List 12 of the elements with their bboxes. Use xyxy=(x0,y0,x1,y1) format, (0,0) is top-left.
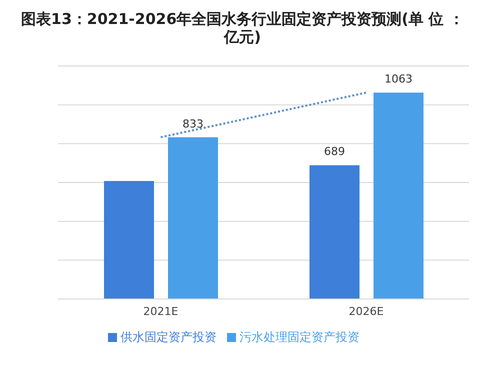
legend-label: 供水固定资产投资 xyxy=(120,330,216,344)
data-label: 1063 xyxy=(384,72,412,86)
data-label: 689 xyxy=(324,145,345,158)
data-label: 833 xyxy=(182,117,204,130)
legend-label: 污水处理固定资产投资 xyxy=(240,330,360,344)
bar xyxy=(104,180,154,299)
bar xyxy=(310,165,360,299)
x-tick-label: 2021E xyxy=(143,304,178,318)
bar xyxy=(168,137,218,299)
chart-title: 图表13：2021-2026年全国水务行业固定资产投资预测(单 位 ：亿元) xyxy=(20,9,465,46)
bar xyxy=(374,92,424,299)
x-tick-label: 2026E xyxy=(348,304,384,318)
